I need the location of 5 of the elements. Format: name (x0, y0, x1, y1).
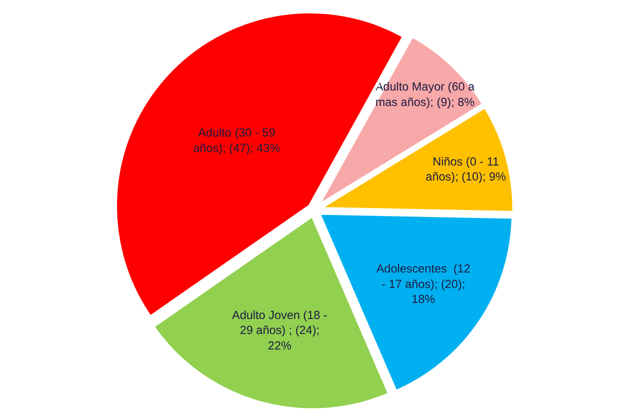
slice-label: Niños (0 - 11 años); (10); 9% (426, 155, 507, 184)
slice-label: Adulto Mayor (60 a mas años); (9); 8% (375, 80, 476, 109)
slice-label: Adolescentes (12 - 17 años); (20); 18% (376, 262, 470, 306)
slice-label: Adulto Joven (18 - 29 años) ; (24); 22% (232, 308, 328, 352)
slice-label: Adulto (30 - 59 años); (47); 43% (193, 126, 281, 155)
